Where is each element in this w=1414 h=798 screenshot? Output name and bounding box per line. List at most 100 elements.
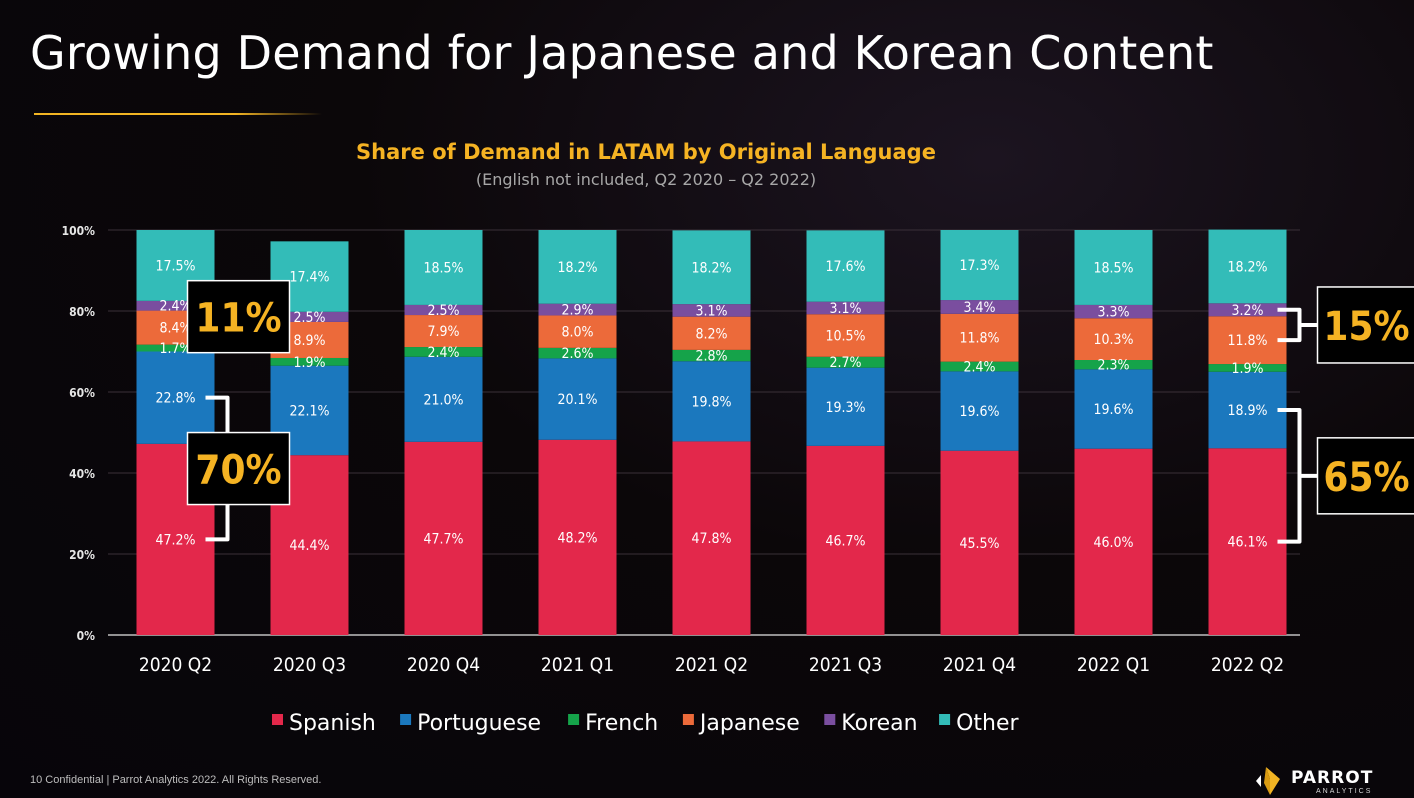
data-label: 2.3% <box>1098 358 1130 374</box>
data-label: 48.2% <box>557 530 597 546</box>
data-label: 47.7% <box>423 531 463 547</box>
legend-label-japanese: Japanese <box>698 711 800 736</box>
bar-segment-korean-4 <box>672 304 751 317</box>
bar-segment-korean-8 <box>1208 303 1287 317</box>
legend-label-spanish: Spanish <box>289 711 376 736</box>
x-tick-label: 2020 Q3 <box>273 654 346 676</box>
bar-segment-other-2 <box>404 230 483 305</box>
legend-swatch-french <box>568 714 580 725</box>
data-label: 2.6% <box>562 346 594 362</box>
legend-swatch-korean <box>824 714 836 725</box>
data-label: 2.9% <box>562 303 594 319</box>
data-label: 47.2% <box>155 532 195 548</box>
bar-segment-other-8 <box>1208 229 1287 304</box>
x-tick-label: 2021 Q1 <box>541 654 614 676</box>
data-label: 17.3% <box>959 258 999 274</box>
data-label: 18.2% <box>557 260 597 276</box>
data-label: 18.5% <box>1093 260 1133 276</box>
bar-segment-french-1 <box>270 357 349 366</box>
page-title: Growing Demand for Japanese and Korean C… <box>30 26 1214 80</box>
bar-segment-french-6 <box>940 361 1019 372</box>
bar-segment-japanese-7 <box>1074 318 1153 361</box>
data-label: 46.7% <box>825 533 865 549</box>
bar-segment-other-7 <box>1074 230 1153 305</box>
bar-segment-french-4 <box>672 349 751 362</box>
stacked-bar-chart: 0% 20% 40% 60% 80% 100% 47.2% 44.4% 47.7% 48.2% 47… <box>61 224 1414 736</box>
data-label: 2.4% <box>964 359 996 375</box>
y-tick-label: 60% <box>69 386 95 400</box>
data-label: 22.8% <box>155 391 195 407</box>
data-label: 18.2% <box>691 260 731 276</box>
y-tick-label: 20% <box>69 548 95 562</box>
footer-text: 10 Confidential | Parrot Analytics 2022.… <box>30 774 322 786</box>
data-label: 8.9% <box>294 333 326 349</box>
annotation-box <box>1316 437 1414 515</box>
bar-segment-japanese-4 <box>672 316 751 350</box>
data-label: 2.4% <box>160 299 192 315</box>
chart-title: Share of Demand in LATAM by Original Lan… <box>356 140 936 164</box>
data-label: 1.9% <box>1232 361 1264 377</box>
x-tick-label: 2021 Q3 <box>809 654 882 676</box>
bar-segment-korean-6 <box>940 300 1019 314</box>
data-label: 20.1% <box>557 392 597 408</box>
data-label: 8.0% <box>562 325 594 341</box>
data-label: 46.1% <box>1227 535 1267 551</box>
data-label: 2.7% <box>830 355 862 371</box>
x-tick-label: 2020 Q2 <box>139 654 212 676</box>
legend-label-korean: Korean <box>841 711 917 736</box>
bar-segment-portuguese-4 <box>672 361 751 442</box>
bar-segment-spanish-5 <box>806 445 885 635</box>
bar-segment-korean-0 <box>136 300 215 311</box>
bar-segment-japanese-3 <box>538 315 617 348</box>
legend-swatch-other <box>939 714 951 725</box>
logo-wordmark: PARROT <box>1291 768 1374 788</box>
data-label: 8.2% <box>696 326 728 342</box>
annotation-box <box>186 279 291 354</box>
data-label: 1.9% <box>294 355 326 371</box>
data-label: 3.3% <box>1098 305 1130 321</box>
y-tick-label: 100% <box>62 224 96 238</box>
bar-segment-portuguese-8 <box>1208 371 1287 449</box>
bar-segment-japanese-8 <box>1208 316 1287 365</box>
bar-segment-korean-3 <box>538 303 617 316</box>
annotation-box <box>186 431 291 506</box>
data-label: 3.2% <box>1232 303 1264 319</box>
data-label: 17.4% <box>289 270 329 286</box>
bar-segment-portuguese-7 <box>1074 369 1153 449</box>
bar-segment-french-2 <box>404 347 483 357</box>
bar-segment-other-5 <box>806 230 885 302</box>
data-label: 47.8% <box>691 531 731 547</box>
y-tick-label: 80% <box>69 305 95 319</box>
bar-segment-spanish-6 <box>940 450 1019 635</box>
legend-swatch-japanese <box>682 714 694 725</box>
bar-segment-japanese-5 <box>806 314 885 357</box>
annotation-value: 15% <box>1323 304 1409 350</box>
bar-segment-french-5 <box>806 356 885 368</box>
legend-label-french: French <box>585 711 658 736</box>
x-tick-label: 2022 Q2 <box>1211 654 1284 676</box>
data-label: 22.1% <box>289 403 329 419</box>
data-label: 18.9% <box>1227 403 1267 419</box>
x-tick-label: 2021 Q2 <box>675 654 748 676</box>
legend-label-portuguese: Portuguese <box>417 711 541 736</box>
data-label: 3.4% <box>964 300 996 316</box>
annotation-value: 70% <box>195 448 281 494</box>
legend-swatch-spanish <box>272 714 283 725</box>
bar-segment-spanish-8 <box>1208 448 1287 635</box>
bar-segment-french-7 <box>1074 360 1153 370</box>
bar-segment-spanish-2 <box>404 441 483 635</box>
data-label: 19.6% <box>959 404 999 420</box>
annotation-value: 65% <box>1323 455 1409 501</box>
logo-subtext: ANALYTICS <box>1316 788 1373 795</box>
y-tick-label: 40% <box>69 467 95 481</box>
bar-segment-portuguese-3 <box>538 358 617 440</box>
data-label: 8.4% <box>160 321 192 337</box>
annotation-value: 11% <box>195 296 281 342</box>
bar-segment-spanish-7 <box>1074 448 1153 635</box>
bar-segment-portuguese-2 <box>404 356 483 442</box>
x-tick-label: 2022 Q1 <box>1077 654 1150 676</box>
data-label: 19.3% <box>825 400 865 416</box>
annotation-box <box>1316 286 1414 364</box>
data-label: 1.7% <box>160 341 192 357</box>
data-label: 11.8% <box>1227 333 1267 349</box>
